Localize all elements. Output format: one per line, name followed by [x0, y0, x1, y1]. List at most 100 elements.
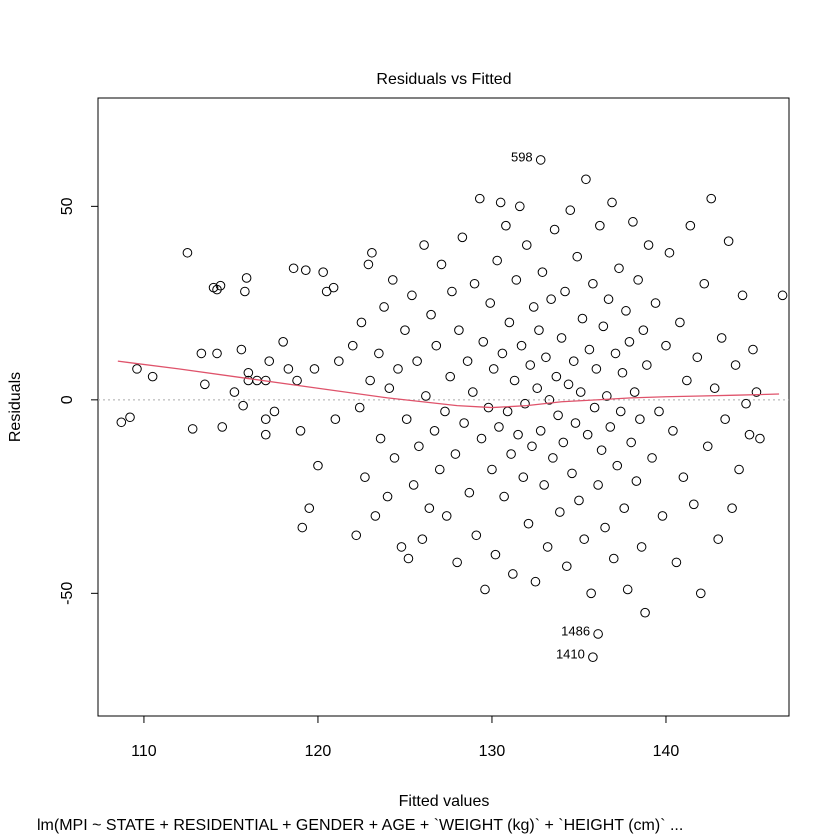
point [414, 441, 424, 452]
point [278, 336, 288, 347]
point [499, 491, 509, 502]
point [702, 441, 713, 452]
point [528, 302, 539, 312]
point [598, 321, 609, 332]
point [478, 336, 489, 347]
point [412, 356, 422, 366]
point [675, 317, 685, 328]
point-label: 1410 [556, 647, 585, 662]
point [452, 557, 462, 568]
point [668, 425, 678, 436]
point [741, 398, 751, 409]
point [579, 534, 589, 544]
point [549, 224, 560, 235]
point [434, 464, 445, 475]
point [288, 263, 299, 274]
point [419, 240, 429, 250]
chart-title: Residuals vs Fitted [376, 71, 511, 88]
point [525, 360, 536, 370]
point [468, 387, 478, 397]
point [440, 406, 450, 417]
point [488, 364, 499, 374]
point [685, 220, 696, 231]
point [607, 197, 617, 208]
point [584, 344, 595, 355]
point [330, 414, 341, 424]
y-axis-label: Residuals [7, 372, 24, 442]
x-tick-label: 130 [479, 743, 506, 760]
point [200, 379, 210, 390]
point [147, 371, 158, 382]
point [501, 220, 511, 231]
point [334, 356, 344, 366]
point [572, 251, 583, 262]
point [389, 453, 400, 463]
point [555, 507, 565, 517]
point [596, 445, 607, 455]
point [269, 406, 280, 417]
point [626, 437, 636, 448]
point [777, 290, 788, 301]
point [612, 460, 623, 471]
point [748, 344, 758, 355]
plot-frame [97, 97, 790, 717]
point [582, 429, 593, 440]
point [591, 364, 602, 374]
point [699, 278, 710, 289]
point [603, 294, 614, 305]
x-tick-label: 140 [653, 743, 680, 760]
point [236, 344, 247, 355]
point [241, 273, 252, 283]
point [650, 298, 661, 308]
point [379, 302, 389, 312]
point [615, 406, 626, 417]
point [485, 298, 496, 308]
point [384, 383, 395, 394]
point [450, 449, 461, 459]
point [487, 464, 497, 475]
point-label: 1486 [561, 623, 590, 638]
point [240, 286, 250, 297]
point [417, 534, 428, 544]
point [661, 340, 671, 351]
point [393, 364, 403, 374]
point [544, 395, 555, 405]
point [640, 607, 650, 618]
y-tick-label: 0 [59, 395, 76, 404]
point [374, 348, 384, 359]
point [494, 422, 504, 432]
point [426, 309, 436, 320]
point [363, 259, 374, 270]
point [565, 205, 576, 216]
point [354, 402, 365, 413]
point [356, 317, 367, 328]
point [347, 340, 358, 351]
point [723, 236, 734, 246]
point [182, 247, 193, 258]
point [643, 240, 654, 250]
labeled-point [535, 155, 546, 165]
point [608, 553, 619, 564]
point [424, 503, 435, 513]
point [600, 522, 610, 533]
point [546, 294, 556, 305]
point [229, 387, 240, 397]
point [260, 429, 271, 440]
point [187, 424, 198, 434]
point [541, 352, 551, 363]
point [502, 406, 513, 417]
point [621, 306, 631, 316]
point [132, 364, 142, 374]
smooth-line [117, 360, 780, 409]
point [464, 487, 475, 498]
point [647, 453, 657, 463]
point [605, 422, 616, 432]
point [534, 325, 544, 335]
point [215, 280, 226, 291]
point [328, 282, 339, 293]
point [589, 402, 600, 413]
point [692, 352, 703, 363]
point [629, 387, 640, 397]
point [535, 425, 546, 436]
point [471, 530, 482, 541]
